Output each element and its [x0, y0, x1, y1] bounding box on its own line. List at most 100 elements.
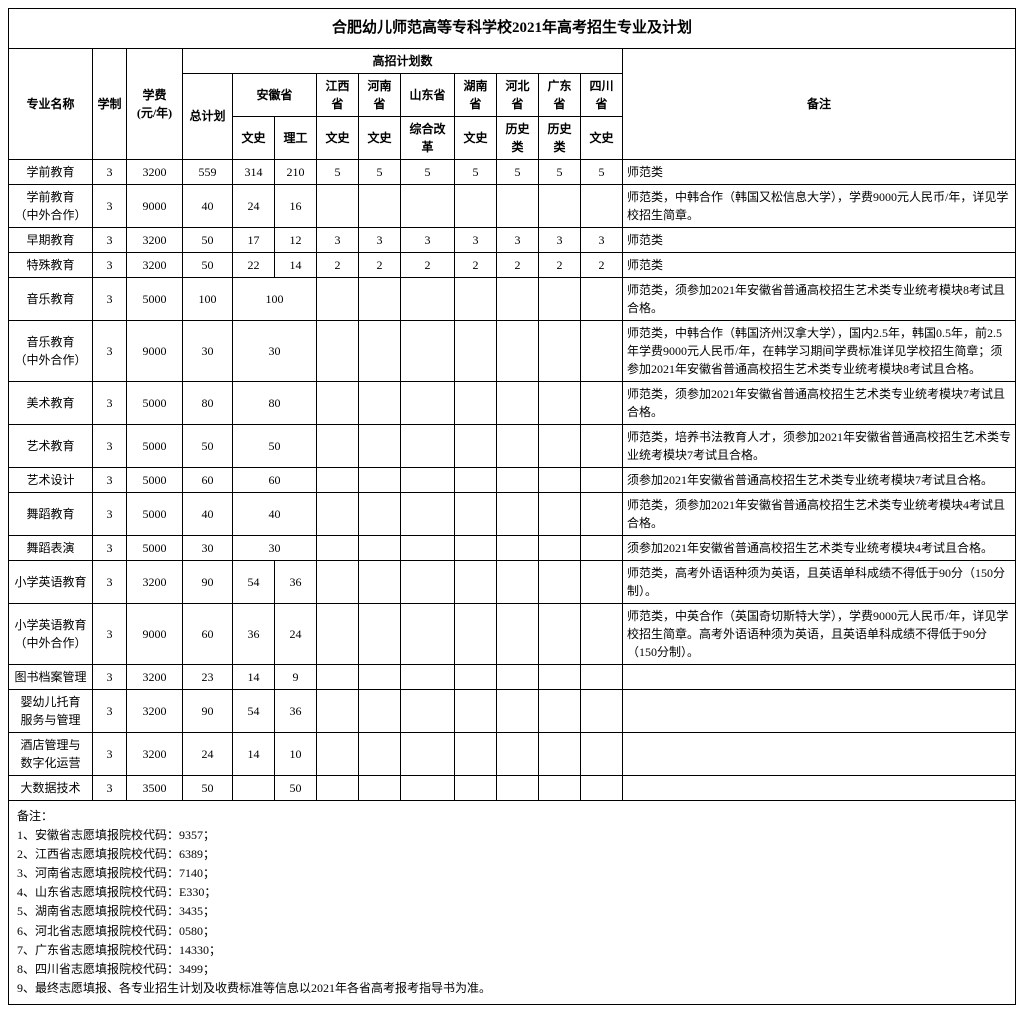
- cell: [581, 603, 623, 664]
- cell: 3200: [127, 227, 183, 252]
- table-row: 音乐教育35000100100师范类，须参加2021年安徽省普通高校招生艺术类专…: [9, 277, 1016, 320]
- col-remarks: 备注: [623, 48, 1016, 159]
- col-hun-wenshi: 文史: [455, 116, 497, 159]
- cell: 30: [183, 320, 233, 381]
- cell: [401, 277, 455, 320]
- cell: 3: [539, 227, 581, 252]
- cell: [581, 492, 623, 535]
- cell: 酒店管理与数字化运营: [9, 732, 93, 775]
- cell: [317, 732, 359, 775]
- cell: 5000: [127, 277, 183, 320]
- cell: 14: [275, 252, 317, 277]
- col-ah-wenshi: 文史: [233, 116, 275, 159]
- col-hb-lishi: 历史类: [497, 116, 539, 159]
- cell: [401, 320, 455, 381]
- note-line: 3、河南省志愿填报院校代码：7140；: [17, 864, 1007, 883]
- cell: 3: [93, 664, 127, 689]
- cell: 50: [233, 424, 317, 467]
- note-line: 6、河北省志愿填报院校代码：0580；: [17, 922, 1007, 941]
- cell: [401, 467, 455, 492]
- cell: [581, 560, 623, 603]
- cell: 3: [497, 227, 539, 252]
- table-row: 艺术教育350005050师范类，培养书法教育人才，须参加2021年安徽省普通高…: [9, 424, 1016, 467]
- cell: 24: [183, 732, 233, 775]
- cell: 5: [497, 159, 539, 184]
- table-row: 艺术设计350006060须参加2021年安徽省普通高校招生艺术类专业统考模块7…: [9, 467, 1016, 492]
- cell: 艺术设计: [9, 467, 93, 492]
- cell: [317, 603, 359, 664]
- cell: [497, 184, 539, 227]
- col-hunan: 湖南省: [455, 73, 497, 116]
- cell: [317, 424, 359, 467]
- cell: 90: [183, 560, 233, 603]
- cell: 60: [233, 467, 317, 492]
- cell: [401, 732, 455, 775]
- cell: 2: [455, 252, 497, 277]
- cell: 3: [455, 227, 497, 252]
- cell: 40: [183, 184, 233, 227]
- col-anhui: 安徽省: [233, 73, 317, 116]
- cell: [455, 320, 497, 381]
- cell: 54: [233, 560, 275, 603]
- cell: 3: [93, 492, 127, 535]
- cell: [317, 535, 359, 560]
- cell: 3200: [127, 664, 183, 689]
- cell: [539, 603, 581, 664]
- cell: [359, 492, 401, 535]
- cell: 3: [93, 689, 127, 732]
- cell: [401, 184, 455, 227]
- cell: 2: [401, 252, 455, 277]
- cell: 小学英语教育: [9, 560, 93, 603]
- cell: [581, 277, 623, 320]
- cell: [359, 664, 401, 689]
- col-guangdong: 广东省: [539, 73, 581, 116]
- cell: 师范类，须参加2021年安徽省普通高校招生艺术类专业统考模块4考试且合格。: [623, 492, 1016, 535]
- cell: [539, 664, 581, 689]
- cell: [581, 424, 623, 467]
- table-row: 美术教育350008080师范类，须参加2021年安徽省普通高校招生艺术类专业统…: [9, 381, 1016, 424]
- cell: 36: [275, 689, 317, 732]
- cell: [455, 277, 497, 320]
- cell: 学前教育（中外合作）: [9, 184, 93, 227]
- cell: [497, 492, 539, 535]
- cell: 17: [233, 227, 275, 252]
- cell: 5000: [127, 424, 183, 467]
- cell: [455, 492, 497, 535]
- cell: [581, 381, 623, 424]
- cell: 54: [233, 689, 275, 732]
- cell: 小学英语教育（中外合作）: [9, 603, 93, 664]
- cell: 30: [183, 535, 233, 560]
- cell: 10: [275, 732, 317, 775]
- cell: [497, 775, 539, 800]
- col-major: 专业名称: [9, 48, 93, 159]
- cell: 3: [93, 159, 127, 184]
- cell: 210: [275, 159, 317, 184]
- cell: 24: [233, 184, 275, 227]
- cell: 3: [93, 227, 127, 252]
- cell: 师范类，高考外语语种须为英语，且英语单科成绩不得低于90分（150分制）。: [623, 560, 1016, 603]
- cell: [317, 320, 359, 381]
- cell: 3200: [127, 252, 183, 277]
- cell: 5: [581, 159, 623, 184]
- cell: 3: [317, 227, 359, 252]
- cell: [359, 277, 401, 320]
- cell: [581, 320, 623, 381]
- cell: 师范类: [623, 159, 1016, 184]
- cell: 14: [233, 664, 275, 689]
- cell: [497, 732, 539, 775]
- note-line: 5、湖南省志愿填报院校代码：3435；: [17, 902, 1007, 921]
- cell: 3: [93, 732, 127, 775]
- note-line: 7、广东省志愿填报院校代码：14330；: [17, 941, 1007, 960]
- cell: [359, 732, 401, 775]
- cell: 9000: [127, 603, 183, 664]
- cell: 314: [233, 159, 275, 184]
- col-sc-wenshi: 文史: [581, 116, 623, 159]
- cell: 师范类: [623, 252, 1016, 277]
- cell: [581, 689, 623, 732]
- cell: [455, 381, 497, 424]
- table-row: 小学英语教育（中外合作）39000603624师范类，中英合作（英国奇切斯特大学…: [9, 603, 1016, 664]
- cell: 3: [93, 381, 127, 424]
- cell: [359, 467, 401, 492]
- cell: 5000: [127, 381, 183, 424]
- cell: 3: [93, 603, 127, 664]
